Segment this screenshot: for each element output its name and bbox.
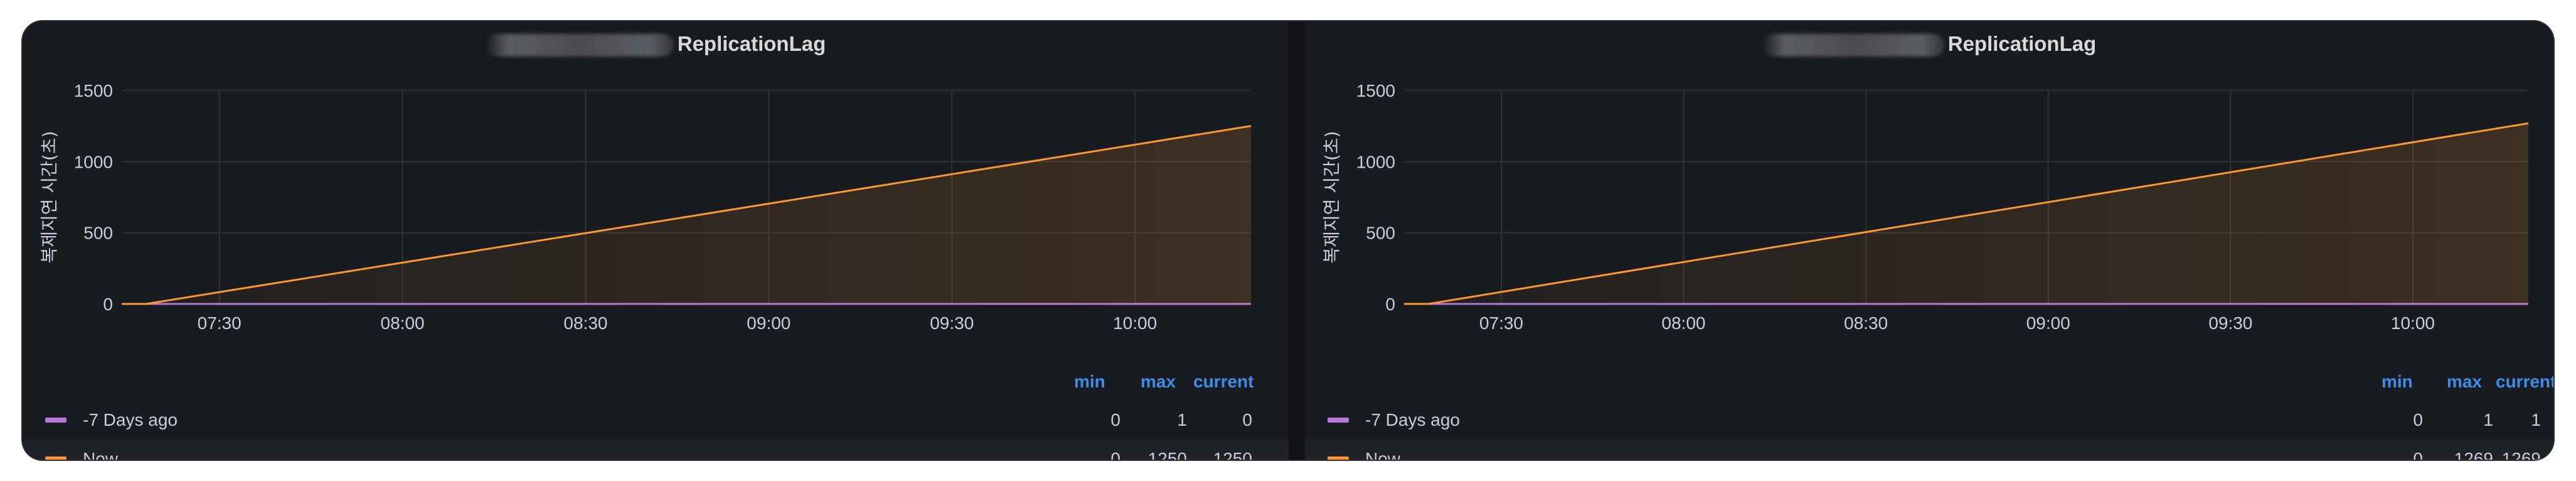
legend-header-min[interactable]: min: [2382, 372, 2413, 391]
legend-header-current[interactable]: current: [2496, 372, 2553, 391]
legend-current: 1: [2531, 410, 2541, 430]
x-tick-label: 08:00: [381, 313, 425, 333]
y-axis-label: 복제지연 시간(초): [39, 131, 60, 263]
legend-series-name[interactable]: Now: [83, 449, 119, 460]
legend-min: 0: [1110, 449, 1120, 460]
legend-max: 1269: [2454, 449, 2493, 460]
y-tick-label: 1000: [1356, 152, 1395, 171]
legend-min: 0: [1110, 410, 1120, 430]
y-axis-label: 복제지연 시간(초): [1321, 131, 1342, 263]
series-area-now: [122, 126, 1251, 304]
legend-swatch: [1328, 418, 1349, 423]
panel-title-text: ReplicationLag: [1947, 32, 2097, 55]
legend-table: min max current -7 Days ago 0 1 0 Now 0 …: [23, 365, 1289, 460]
x-tick-label: 09:00: [2026, 313, 2070, 333]
legend-max: 1: [2483, 410, 2493, 430]
x-tick-label: 07:30: [1479, 313, 1523, 333]
x-tick-label: 08:30: [563, 313, 607, 333]
series-line-now: [1404, 122, 2529, 305]
replication-lag-panel-1: ReplicationLag 0 500 1000 1500 07:30 08:00 08:…: [23, 21, 1289, 460]
legend-max: 1: [1177, 410, 1187, 430]
legend-table: min max current -7 Days ago 0 1 1 Now 0 …: [1305, 365, 2553, 460]
legend-series-name[interactable]: -7 Days ago: [1365, 410, 1460, 430]
redacted-name: [485, 34, 674, 57]
x-tick-label: 09:30: [2208, 313, 2252, 333]
panel-title[interactable]: ReplicationLag: [1305, 26, 2553, 62]
legend-row-7-days-ago[interactable]: -7 Days ago 0 1 0: [23, 401, 1289, 440]
panel-title[interactable]: ReplicationLag: [23, 26, 1289, 62]
legend-swatch: [45, 418, 67, 423]
line-chart[interactable]: 0 500 1000 1500 07:30 08:00 08:30 09:00 09:30 10:…: [1305, 21, 2553, 365]
y-tick-label: 1000: [74, 152, 113, 171]
legend-min: 0: [2413, 449, 2423, 460]
legend-header-max[interactable]: max: [1141, 372, 1176, 391]
legend-max: 1250: [1147, 449, 1187, 460]
y-tick-label: 0: [103, 295, 113, 314]
x-tick-label: 09:30: [930, 313, 974, 333]
x-tick-label: 08:00: [1662, 313, 1706, 333]
legend-swatch: [45, 457, 67, 460]
line-chart[interactable]: 0 500 1000 1500 07:30 08:00 08:30 09:00 09:30 10:…: [23, 21, 1289, 365]
legend-row-now[interactable]: Now 0 1250 1250: [23, 440, 1289, 460]
y-tick-label: 500: [1366, 224, 1395, 243]
x-tick-label: 07:30: [198, 313, 242, 333]
panel-title-text: ReplicationLag: [677, 32, 826, 55]
y-tick-label: 1500: [1356, 81, 1395, 100]
series-area-now: [1404, 123, 2528, 305]
legend-row-7-days-ago[interactable]: -7 Days ago 0 1 1: [1305, 401, 2553, 440]
legend-series-name[interactable]: -7 Days ago: [83, 410, 178, 430]
legend-series-name[interactable]: Now: [1365, 449, 1401, 460]
legend-current: 1250: [1213, 449, 1252, 460]
y-tick-label: 0: [1385, 295, 1395, 314]
legend-header-current[interactable]: current: [1193, 372, 1254, 391]
legend-swatch: [1328, 457, 1349, 460]
x-tick-label: 09:00: [747, 313, 790, 333]
replication-lag-panel-2: ReplicationLag 0 500 1000 1500 07:30 08:00 08:…: [1305, 21, 2553, 460]
legend-current: 1269: [2501, 449, 2541, 460]
x-tick-label: 08:30: [1844, 313, 1888, 333]
redacted-name: [1762, 34, 1944, 57]
y-tick-label: 500: [83, 224, 113, 243]
x-tick-label: 10:00: [1113, 313, 1157, 333]
x-tick-label: 10:00: [2391, 313, 2435, 333]
legend-min: 0: [2413, 410, 2423, 430]
legend-current: 0: [1242, 410, 1252, 430]
legend-header-min[interactable]: min: [1074, 372, 1105, 391]
legend-header-max[interactable]: max: [2447, 372, 2483, 391]
y-tick-label: 1500: [74, 81, 113, 100]
series-line-now: [122, 125, 1252, 305]
panel-gap: [1289, 21, 1305, 460]
legend-row-now[interactable]: Now 0 1269 1269: [1305, 440, 2553, 460]
dashboard-frame: ReplicationLag 0 500 1000 1500 07:30 08:00 08:…: [23, 21, 2553, 460]
